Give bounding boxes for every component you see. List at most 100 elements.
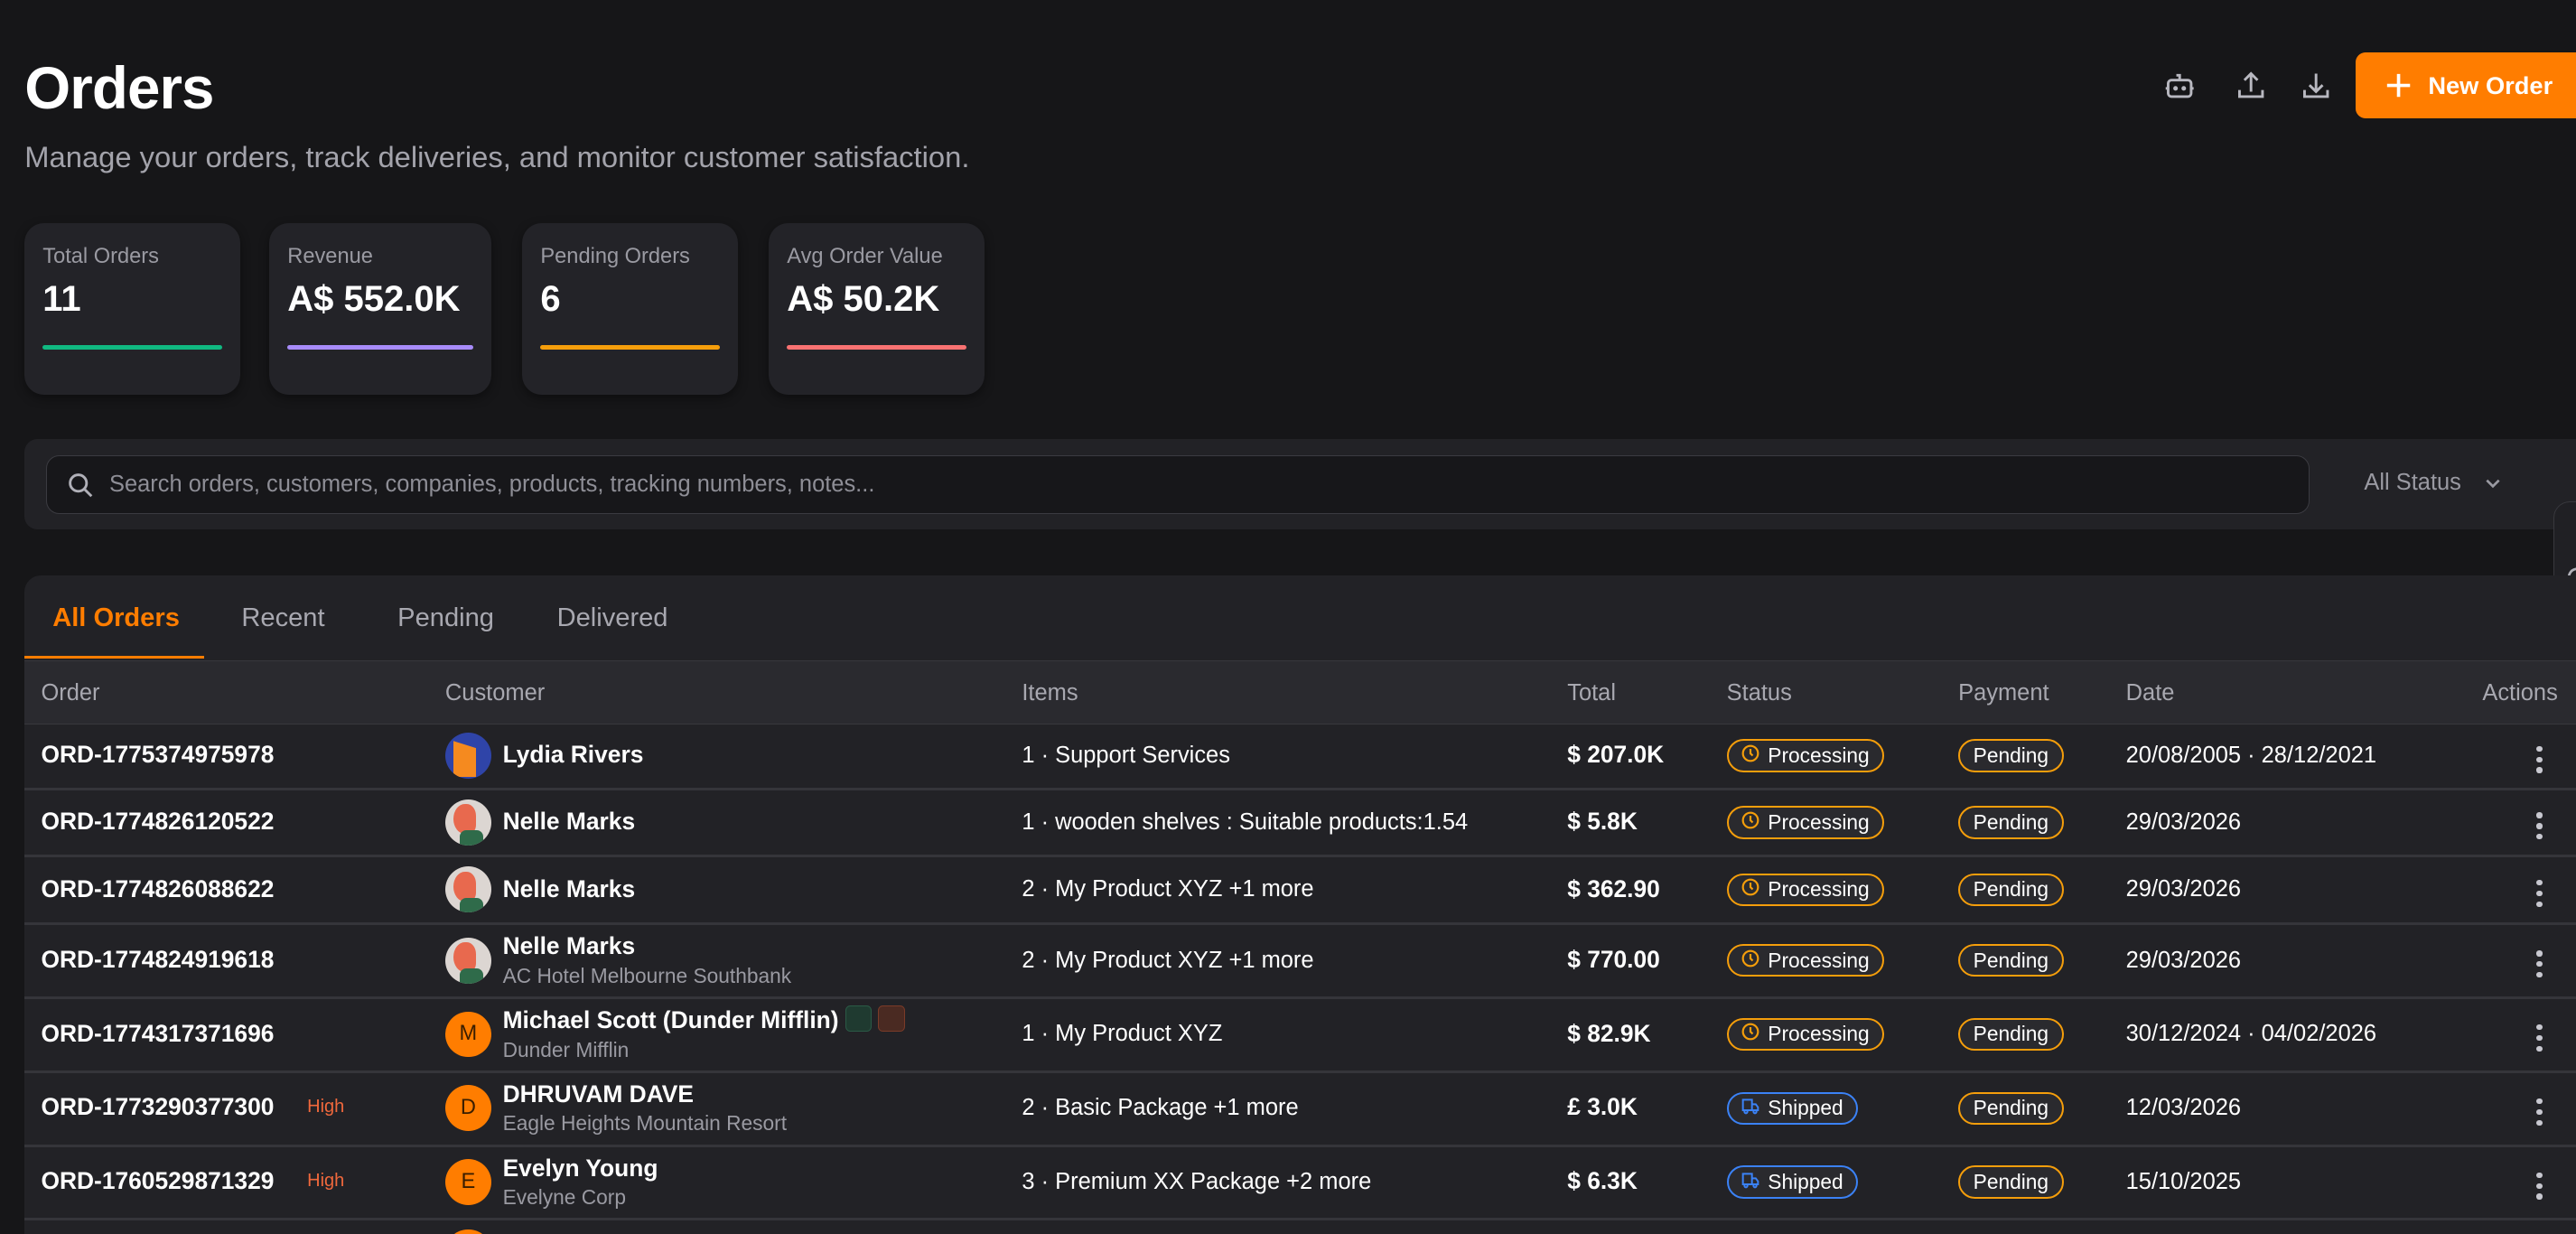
customer-name[interactable]: Nelle Marks <box>503 875 636 903</box>
payment-label: Pending <box>1973 1170 2049 1194</box>
more-actions-icon[interactable] <box>2536 745 2543 773</box>
table-row-partial <box>24 1220 2576 1234</box>
more-actions-icon[interactable] <box>2536 880 2543 907</box>
tab-pending[interactable]: Pending <box>397 603 494 632</box>
tab-delivered[interactable]: Delivered <box>556 603 668 632</box>
stat-bar <box>287 344 473 351</box>
items: 1 · Support Services <box>1022 743 1230 769</box>
status-badge: Shipped <box>1726 1091 1859 1126</box>
clock-icon <box>1741 949 1759 973</box>
column-header-items[interactable]: Items <box>1022 680 1078 706</box>
total: $ 82.9K <box>1567 1019 1651 1047</box>
customer-company: AC Hotel Melbourne Southbank <box>502 963 792 987</box>
status-label: Processing <box>1768 877 1870 902</box>
table-row[interactable]: ORD-1774826088622 Nelle Marks 2 · My Produ… <box>24 857 2576 926</box>
order-id[interactable]: ORD-1774317371696 <box>41 1019 275 1047</box>
table-row[interactable]: ORD-1760529871329 High E Evelyn Young Evelyn… <box>24 1147 2576 1221</box>
robot-icon[interactable] <box>2163 69 2196 101</box>
date: 30/12/2024 · 04/02/2026 <box>2125 1021 2377 1047</box>
avatar: E <box>444 1159 491 1206</box>
order-id[interactable]: ORD-1774824919618 <box>41 945 275 973</box>
stat-label: Revenue <box>287 245 373 268</box>
order-id[interactable]: ORD-1760529871329 <box>41 1167 275 1195</box>
more-actions-icon[interactable] <box>2536 812 2543 840</box>
plus-icon <box>2386 73 2411 98</box>
customer-name-text: Nelle Marks <box>502 807 636 835</box>
new-order-label: New Order <box>2428 70 2553 99</box>
customer-name-text: DHRUVAM DAVE <box>502 1080 694 1108</box>
column-header-date[interactable]: Date <box>2125 680 2175 706</box>
payment-label: Pending <box>1973 948 2049 972</box>
stat-value: A$ 552.0K <box>287 279 461 320</box>
table-row[interactable]: ORD-1775374975978 Lydia Rivers 1 · Support… <box>24 725 2576 790</box>
more-actions-icon[interactable] <box>2536 1098 2543 1126</box>
status-label: Shipped <box>1768 1170 1843 1194</box>
status-badge: Processing <box>1726 739 1885 772</box>
avatar <box>444 866 491 913</box>
payment-badge: Pending <box>1958 1017 2064 1052</box>
stat-card: Avg Order Value A$ 50.2K <box>769 223 985 395</box>
column-header-order[interactable]: Order <box>41 680 100 706</box>
total: $ 362.90 <box>1567 874 1660 902</box>
customer-name[interactable]: Lydia Rivers <box>503 741 644 769</box>
date: 20/08/2005 · 28/12/2021 <box>2125 743 2377 769</box>
customer-name[interactable]: Evelyn Young <box>503 1155 658 1183</box>
total: £ 3.0K <box>1567 1093 1638 1121</box>
customer-name[interactable]: Michael Scott (Dunder Mifflin) <box>503 1005 905 1035</box>
column-header-total[interactable]: Total <box>1567 680 1616 706</box>
tab-all-orders[interactable]: All Orders <box>52 603 180 632</box>
status-filter-dropdown[interactable]: All Status <box>2364 470 2502 496</box>
avatar-initial: D <box>460 1096 476 1120</box>
more-actions-icon[interactable] <box>2536 950 2543 978</box>
tab-recent[interactable]: Recent <box>241 603 325 632</box>
more-actions-icon[interactable] <box>2536 1024 2543 1052</box>
avatar <box>444 799 491 846</box>
table-row[interactable]: ORD-1774826120522 Nelle Marks 1 · wooden s… <box>24 790 2576 858</box>
avatar-initial: M <box>459 1022 478 1046</box>
customer-company: Eagle Heights Mountain Resort <box>502 1111 788 1136</box>
table-row[interactable]: ORD-1773290377300 High D DHRUVAM DAVE Eagle … <box>24 1073 2576 1147</box>
table-row[interactable]: ORD-1774317371696 M Michael Scott (Dunder … <box>24 999 2576 1073</box>
total: $ 5.8K <box>1567 807 1638 835</box>
order-id[interactable]: ORD-1773290377300 <box>41 1093 275 1121</box>
status-badge: Processing <box>1726 1017 1885 1052</box>
date: 29/03/2026 <box>2125 947 2242 973</box>
more-actions-icon[interactable] <box>2536 1172 2543 1200</box>
customer-name[interactable]: Nelle Marks <box>503 808 636 836</box>
column-header-customer[interactable]: Customer <box>444 680 546 706</box>
order-id[interactable]: ORD-1775374975978 <box>41 741 275 769</box>
search-field[interactable] <box>45 454 2310 515</box>
payment-label: Pending <box>1973 877 2049 902</box>
stat-bar <box>540 344 720 351</box>
column-header-status[interactable]: Status <box>1726 680 1792 706</box>
stat-bar <box>787 344 966 351</box>
search-icon <box>68 473 93 498</box>
table-row[interactable]: ORD-1774824919618 Nelle Marks AC Hotel Mel… <box>24 925 2576 999</box>
stat-value: 6 <box>540 279 561 320</box>
status-label: Processing <box>1768 809 1870 834</box>
payment-label: Pending <box>1973 809 2049 834</box>
customer-name[interactable]: DHRUVAM DAVE <box>503 1080 694 1108</box>
chevron-down-icon <box>2486 479 2500 488</box>
order-id[interactable]: ORD-1774826088622 <box>41 874 275 902</box>
stat-label: Avg Order Value <box>787 245 943 268</box>
stat-bar <box>42 344 222 351</box>
upload-icon[interactable] <box>2235 69 2267 101</box>
status-badge: Processing <box>1726 943 1885 977</box>
status-label: Processing <box>1768 743 1870 768</box>
customer-name[interactable]: Nelle Marks <box>503 932 636 960</box>
date: 15/10/2025 <box>2125 1169 2242 1195</box>
customer-company: Evelyne Corp <box>502 1185 626 1210</box>
priority-badge: High <box>307 1170 345 1191</box>
status-badge: Shipped <box>1726 1165 1859 1199</box>
priority-badge: High <box>307 1097 345 1117</box>
order-id[interactable]: ORD-1774826120522 <box>41 807 275 835</box>
status-label: Shipped <box>1768 1096 1843 1120</box>
new-order-button[interactable]: New Order <box>2356 52 2576 118</box>
column-header-payment[interactable]: Payment <box>1958 680 2049 706</box>
download-icon[interactable] <box>2300 69 2332 101</box>
customer-name-text: Nelle Marks <box>502 874 636 902</box>
column-header-actions[interactable]: Actions <box>2482 680 2558 706</box>
search-input[interactable] <box>106 470 2249 500</box>
